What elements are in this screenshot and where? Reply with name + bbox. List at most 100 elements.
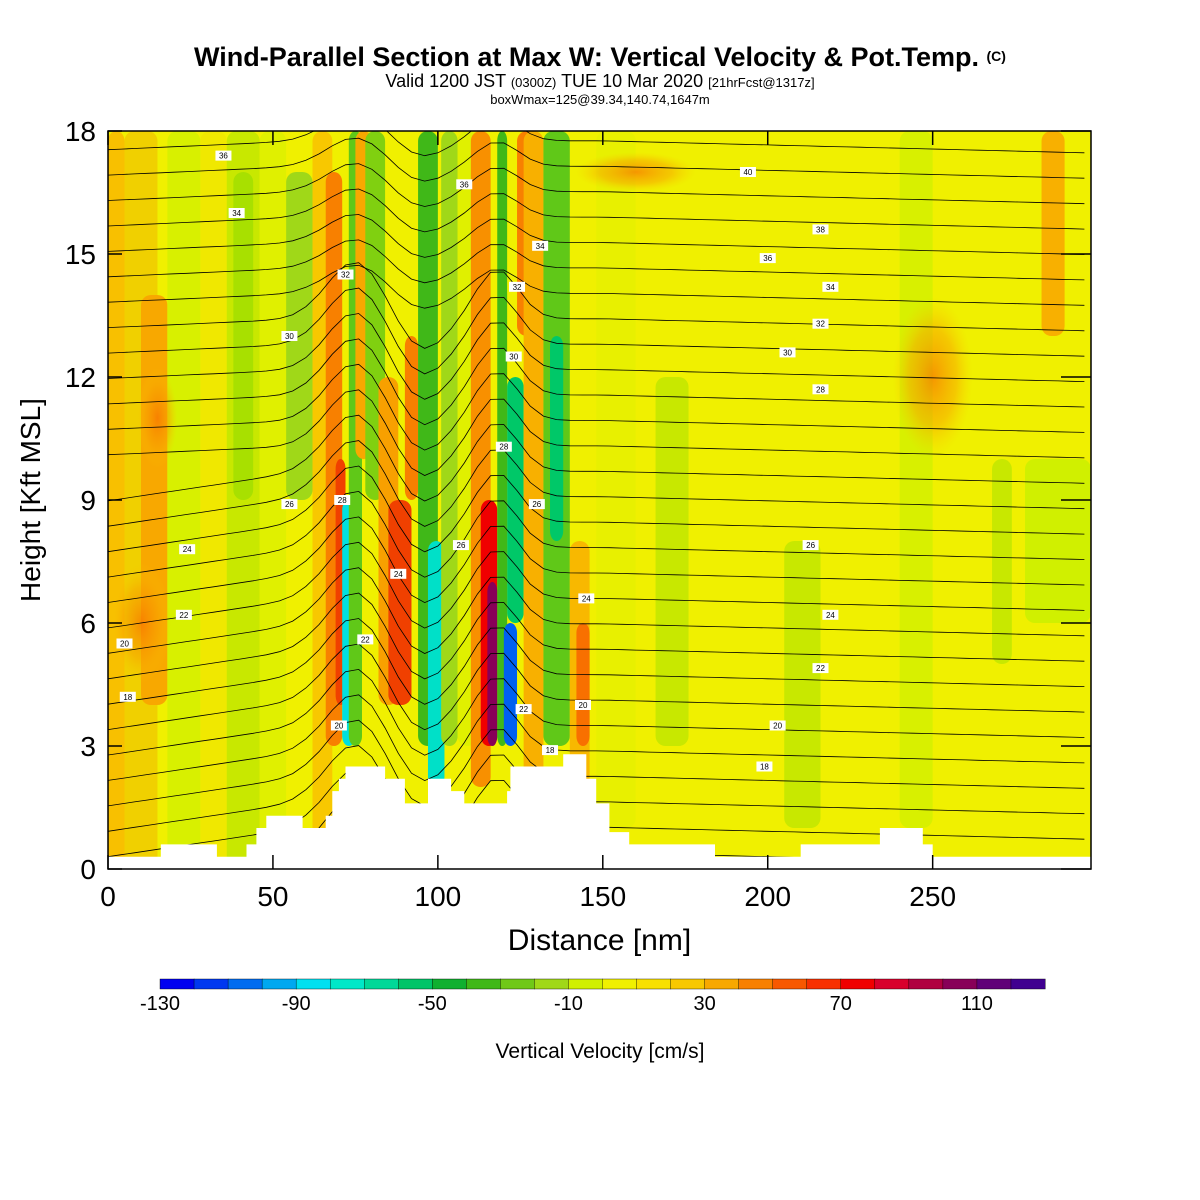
contour-label-box xyxy=(769,720,786,731)
velocity-band xyxy=(892,297,973,457)
theta-contour xyxy=(108,490,1085,578)
contour-label: 36 xyxy=(219,152,228,161)
contour-label-box xyxy=(119,691,136,702)
contour-label: 32 xyxy=(816,320,825,329)
theta-contour xyxy=(108,618,1085,705)
contour-label: 20 xyxy=(579,701,588,710)
x-axis-label: Distance [nm] xyxy=(508,924,691,957)
contour-label: 34 xyxy=(536,242,545,251)
x-tick-label: 150 xyxy=(579,881,626,912)
colorbar-swatch xyxy=(466,978,501,990)
theta-contour xyxy=(108,313,1085,400)
colorbar-swatch xyxy=(772,978,808,990)
theta-contour xyxy=(108,363,1085,451)
colorbar-swatch xyxy=(670,978,706,990)
colorbar-swatch xyxy=(193,978,229,990)
contour-label-box xyxy=(281,331,298,341)
chart-subtitle: Valid 1200 JST (0300Z) TUE 10 Mar 2020 [… xyxy=(385,71,815,91)
contour-label-box xyxy=(509,281,526,292)
contour-label: 28 xyxy=(816,385,825,394)
theta-contour xyxy=(108,592,1085,680)
velocity-band xyxy=(596,131,636,828)
colorbar-swatch xyxy=(159,978,195,990)
velocity-band xyxy=(404,336,419,500)
contour-label-box xyxy=(812,384,829,395)
velocity-band xyxy=(137,368,178,468)
theta-contour xyxy=(108,239,1085,284)
contour-label: 18 xyxy=(546,746,555,755)
contour-label: 36 xyxy=(763,254,772,263)
velocity-band xyxy=(233,172,254,500)
theta-contour xyxy=(108,567,1085,654)
theta-contour xyxy=(108,694,1085,782)
velocity-band xyxy=(575,152,696,192)
contour-label: 20 xyxy=(334,722,343,731)
colorbar-tick-label: -130 xyxy=(140,993,180,1015)
contour-label: 38 xyxy=(816,225,825,234)
contour-label: 24 xyxy=(826,611,835,620)
colorbar-swatch xyxy=(704,978,740,990)
velocity-band xyxy=(167,131,201,869)
contour-label-box xyxy=(802,540,819,551)
theta-contour xyxy=(108,541,1085,629)
contour-label-box xyxy=(215,150,232,161)
contour-label-box xyxy=(578,593,595,604)
chart-title: Wind-Parallel Section at Max W: Vertical… xyxy=(194,42,1006,72)
contour-label: 32 xyxy=(341,271,350,280)
colorbar-tick-label: -90 xyxy=(282,993,311,1015)
theta-contour xyxy=(108,440,1085,527)
contour-label: 24 xyxy=(183,545,192,554)
contour-label-box xyxy=(281,499,298,510)
contour-label-box xyxy=(330,720,347,731)
colorbar-swatch xyxy=(874,978,910,990)
colorbar-tick-label: 110 xyxy=(961,993,993,1015)
colorbar-swatch xyxy=(738,978,774,990)
terrain xyxy=(108,754,1091,869)
theta-contour xyxy=(108,264,1085,309)
theta-contour xyxy=(108,389,1085,476)
y-tick-label: 3 xyxy=(80,731,96,762)
velocity-band xyxy=(200,131,227,869)
contour-label-box xyxy=(456,179,473,190)
contour-label-box xyxy=(452,540,469,551)
contour-label: 20 xyxy=(773,722,782,731)
colorbar-swatch xyxy=(500,978,535,990)
contour-label-box xyxy=(175,609,192,620)
colorbar-tick-label: 30 xyxy=(693,993,715,1015)
velocity-band xyxy=(487,582,498,746)
contour-label: 22 xyxy=(519,705,528,714)
contour-label: 24 xyxy=(582,594,591,603)
contour-label-box xyxy=(779,347,796,358)
theta-contour xyxy=(108,643,1085,731)
contour-label: 34 xyxy=(232,209,241,218)
x-tick-label: 200 xyxy=(744,881,791,912)
contour-label-box xyxy=(179,544,196,555)
contour-label-box xyxy=(759,253,776,264)
colorbar-swatch xyxy=(602,978,638,990)
colorbar-swatch xyxy=(261,978,297,990)
contour-label-box xyxy=(337,269,354,280)
y-axis-label: Height [Kft MSL] xyxy=(15,398,46,602)
theta-contour xyxy=(108,188,1085,233)
contour-label: 30 xyxy=(509,353,518,362)
contour-label-box xyxy=(822,609,839,620)
contour-label: 28 xyxy=(499,443,508,452)
contour-label-box xyxy=(528,499,545,510)
contour-label-box xyxy=(390,568,407,579)
colorbar-swatch xyxy=(295,978,331,990)
theta-contour xyxy=(108,131,1085,157)
theta-contour xyxy=(108,87,1084,130)
theta-contour xyxy=(108,465,1085,553)
contour-label-box xyxy=(515,704,532,715)
contour-label: 28 xyxy=(338,496,347,505)
x-tick-label: 100 xyxy=(415,881,462,912)
contour-label-box xyxy=(812,663,829,674)
contour-label-box xyxy=(812,224,829,235)
chart-box-info: boxWmax=125@39.34,140.74,1647m xyxy=(490,92,710,107)
contour-label: 34 xyxy=(826,283,835,292)
velocity-band xyxy=(507,377,524,623)
colorbar-tick-label: -10 xyxy=(554,993,583,1015)
colorbar-swatch xyxy=(942,978,978,990)
velocity-band xyxy=(550,336,564,541)
velocity-band xyxy=(655,377,689,746)
